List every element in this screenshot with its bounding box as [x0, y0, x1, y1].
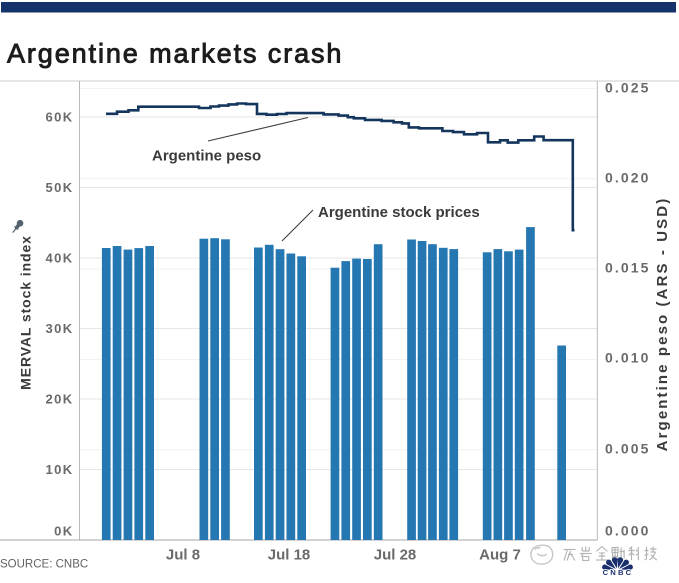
- svg-text:Aug 7: Aug 7: [479, 547, 521, 564]
- svg-text:30K: 30K: [45, 321, 73, 336]
- svg-text:Argentine peso: Argentine peso: [152, 148, 261, 165]
- svg-text:Argentine markets crash: Argentine markets crash: [7, 39, 343, 69]
- svg-text:0.015: 0.015: [605, 260, 651, 276]
- svg-text:SOURCE: CNBC: SOURCE: CNBC: [0, 559, 88, 571]
- svg-text:Argentine stock prices: Argentine stock prices: [318, 204, 480, 221]
- svg-text:0.005: 0.005: [605, 441, 651, 457]
- svg-text:0.010: 0.010: [605, 349, 651, 365]
- svg-text:MERVAL stock index: MERVAL stock index: [18, 235, 34, 390]
- svg-text:10K: 10K: [45, 462, 73, 477]
- svg-text:40K: 40K: [45, 251, 73, 266]
- svg-text:Jul 28: Jul 28: [374, 547, 417, 564]
- svg-text:Jul 18: Jul 18: [268, 547, 311, 564]
- svg-text:0.000: 0.000: [605, 523, 651, 539]
- svg-text:0K: 0K: [54, 524, 73, 539]
- svg-text:50K: 50K: [45, 180, 73, 195]
- svg-text:Jul 8: Jul 8: [166, 547, 200, 564]
- svg-text:CNBC: CNBC: [603, 568, 634, 577]
- svg-text:60K: 60K: [45, 110, 73, 125]
- svg-text:20K: 20K: [45, 392, 73, 407]
- svg-text:0.025: 0.025: [605, 80, 651, 96]
- svg-text:Argentine peso (ARS - USD): Argentine peso (ARS - USD): [654, 197, 671, 452]
- svg-text:0.020: 0.020: [605, 169, 651, 185]
